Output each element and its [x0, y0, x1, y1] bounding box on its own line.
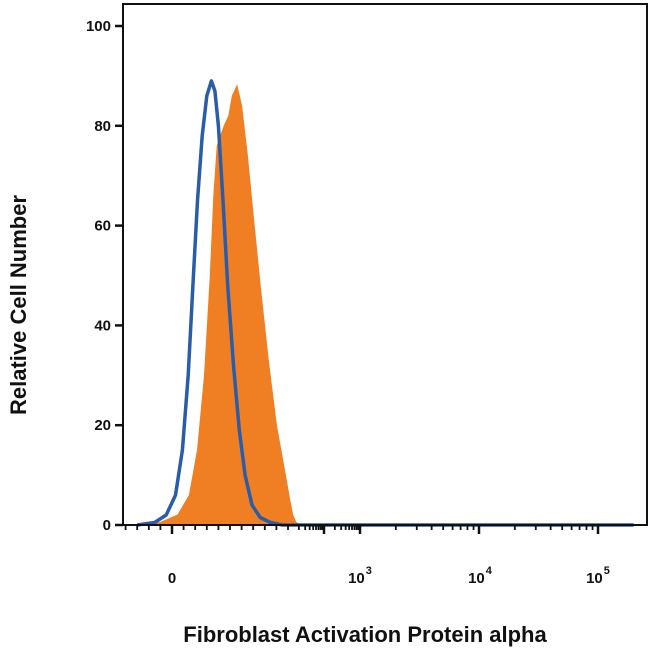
- x-tick-label: 0: [168, 570, 176, 587]
- y-tick-label: 0: [103, 517, 111, 534]
- x-tick-label: 103: [348, 565, 372, 587]
- x-tick-label: 105: [586, 565, 610, 587]
- x-ticks: 0 103 104 105: [124, 525, 610, 587]
- y-axis-title: Relative Cell Number: [6, 195, 31, 416]
- y-tick-label: 100: [86, 18, 111, 35]
- series-filled-histogram: [137, 84, 634, 526]
- y-tick-label: 60: [94, 218, 111, 235]
- y-tick-label: 40: [94, 317, 111, 334]
- y-ticks: 0 20 40 60 80 100: [86, 18, 123, 534]
- series-layer: [136, 79, 634, 527]
- x-tick-label: 104: [468, 565, 493, 587]
- y-tick-label: 20: [94, 417, 111, 434]
- y-tick-label: 80: [94, 118, 111, 135]
- series-outline-histogram: [136, 79, 634, 527]
- x-axis-title: Fibroblast Activation Protein alpha: [183, 622, 547, 647]
